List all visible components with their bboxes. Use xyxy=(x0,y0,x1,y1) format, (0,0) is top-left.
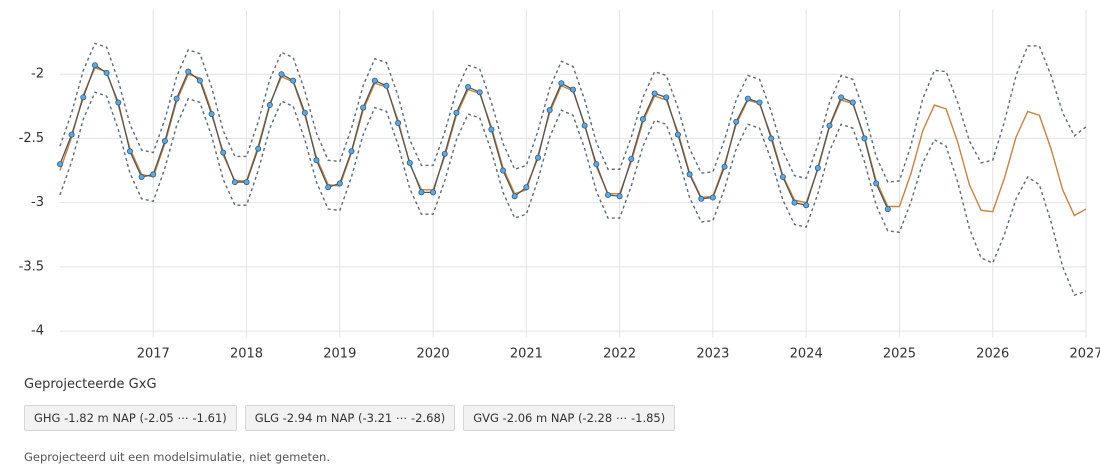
measurement-point xyxy=(348,148,355,155)
measurement-point xyxy=(779,173,786,180)
x-tick-label: 2021 xyxy=(510,347,543,362)
measurement-point xyxy=(371,77,378,84)
measurement-point xyxy=(581,122,588,129)
measurement-point xyxy=(523,184,530,191)
measurement-point xyxy=(91,62,98,69)
measurement-point xyxy=(838,94,845,101)
measurement-point xyxy=(430,189,437,196)
measurement-point xyxy=(150,171,157,178)
measurement-point xyxy=(360,104,367,111)
gxg-item[interactable]: GLG -2.94 m NAP (-3.21 ⋯ -2.68) xyxy=(244,405,456,431)
measurement-point xyxy=(325,184,332,191)
x-tick-label: 2019 xyxy=(323,347,356,362)
y-tick-label: -2.5 xyxy=(19,131,44,146)
measurement-point xyxy=(465,84,472,91)
measurement-point xyxy=(733,118,740,125)
measurement-point xyxy=(570,86,577,93)
measurement-point xyxy=(849,99,856,106)
x-tick-label: 2027 xyxy=(1069,347,1100,362)
measurement-point xyxy=(546,107,553,114)
measured-line xyxy=(59,64,889,210)
measurement-point xyxy=(803,202,810,209)
measurement-point xyxy=(383,82,390,89)
measurement-point xyxy=(768,135,775,142)
measurement-point xyxy=(231,179,238,186)
measurement-point xyxy=(103,69,110,76)
measurement-point xyxy=(686,171,693,178)
y-tick-label: -3.5 xyxy=(19,259,44,274)
measurement-point xyxy=(698,195,705,202)
measurement-point xyxy=(884,206,891,213)
measurement-point xyxy=(453,109,460,116)
measurement-point xyxy=(511,193,518,200)
measurement-point xyxy=(663,94,670,101)
gxg-item[interactable]: GVG -2.06 m NAP (-2.28 ⋯ -1.85) xyxy=(463,405,676,431)
measurement-point xyxy=(558,80,565,87)
measurement-point xyxy=(406,159,413,166)
x-tick-label: 2020 xyxy=(417,347,450,362)
x-tick-label: 2017 xyxy=(137,347,170,362)
measurement-point xyxy=(336,180,343,187)
measurement-point xyxy=(161,137,168,144)
x-tick-label: 2023 xyxy=(696,347,729,362)
measurement-point xyxy=(173,95,180,102)
chart: -4 -3.5 -3 -2.5 -2 2017 2018 2019 2020 2021 2022 20… xyxy=(19,10,1100,362)
measurement-point xyxy=(196,77,203,84)
measurement-point xyxy=(488,126,495,133)
gxg-item[interactable]: GHG -1.82 m NAP (-2.05 ⋯ -1.61) xyxy=(24,405,237,431)
measurement-point xyxy=(138,173,145,180)
measurement-point xyxy=(243,179,250,186)
x-tick-label: 2025 xyxy=(883,347,916,362)
measurement-point xyxy=(266,102,273,109)
measurement-point xyxy=(651,90,658,97)
measurement-point xyxy=(115,99,122,106)
measurement-point xyxy=(861,135,868,142)
measurement-point xyxy=(709,194,716,201)
x-tick-label: 2018 xyxy=(230,347,263,362)
y-tick-label: -3 xyxy=(31,195,44,210)
measurement-point xyxy=(826,122,833,129)
measurement-point xyxy=(57,161,64,168)
measurement-point xyxy=(290,77,297,84)
measurement-point xyxy=(301,109,308,116)
x-tick-label: 2026 xyxy=(976,347,1009,362)
measurement-point xyxy=(185,68,192,75)
measurement-point xyxy=(674,131,681,138)
measurement-point xyxy=(721,163,728,170)
measurement-point xyxy=(208,111,215,118)
measurement-point xyxy=(441,150,448,157)
measurement-point xyxy=(255,145,262,152)
measurement-point xyxy=(220,149,227,156)
measurement-point xyxy=(616,193,623,200)
measurement-point xyxy=(628,155,635,162)
measurement-point xyxy=(593,161,600,168)
band-line xyxy=(59,91,1087,296)
summary-items: GHG -1.82 m NAP (-2.05 ⋯ -1.61) GLG -2.94… xyxy=(24,405,676,431)
x-tick-label: 2022 xyxy=(603,347,636,362)
measurement-point xyxy=(418,189,425,196)
y-tick-label: -2 xyxy=(31,67,44,82)
measurement-point xyxy=(873,180,880,187)
measurement-point xyxy=(744,95,751,102)
measurement-point xyxy=(126,148,133,155)
measurement-point xyxy=(756,99,763,106)
measurement-point xyxy=(395,120,402,127)
footnote: Geprojecteerd uit een modelsimulatie, ni… xyxy=(24,450,330,464)
measurement-point xyxy=(639,116,646,123)
measurement-point xyxy=(476,89,483,96)
y-tick-label: -4 xyxy=(31,324,44,339)
measurement-point xyxy=(278,71,285,78)
measurement-point xyxy=(68,131,75,138)
measurement-point xyxy=(500,167,507,174)
band-line xyxy=(59,42,1087,183)
measurement-point xyxy=(604,191,611,198)
measurement-point xyxy=(814,164,821,171)
measurement-point xyxy=(80,94,87,101)
measurement-point xyxy=(791,199,798,206)
summary-title: Geprojecteerde GxG xyxy=(24,377,157,392)
x-tick-label: 2024 xyxy=(790,347,823,362)
measurement-point xyxy=(535,154,542,161)
measurement-point xyxy=(313,157,320,164)
